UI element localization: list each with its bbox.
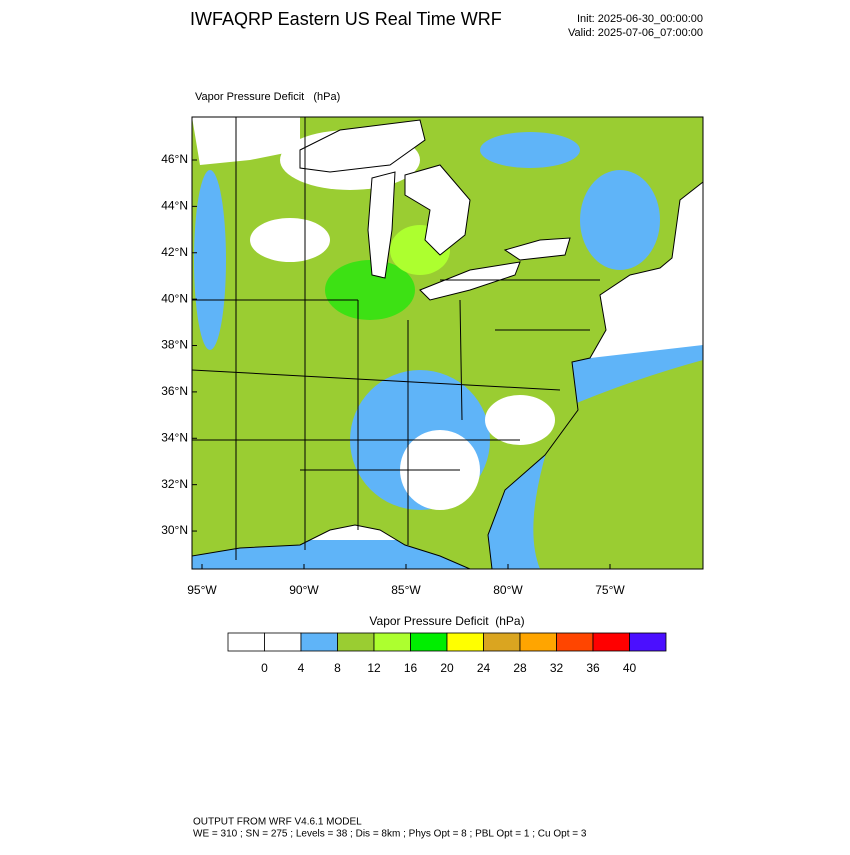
colorbar-box	[227, 632, 265, 652]
land-shade	[194, 170, 226, 350]
lat-tick-label: 38°N	[161, 338, 188, 352]
lake-erie	[419, 261, 521, 301]
land-shade	[325, 260, 415, 320]
lon-tick-label: 85°W	[391, 583, 421, 597]
valid-time: Valid: 2025-07-06_07:00:00	[568, 27, 703, 39]
colorbar-box	[592, 632, 630, 652]
land-shade	[480, 132, 580, 168]
lat-tick-label: 40°N	[161, 291, 188, 305]
colorbar-label: 20	[440, 661, 454, 675]
footer-line: OUTPUT FROM WRF V4.6.1 MODEL	[193, 817, 362, 828]
map	[192, 117, 703, 569]
lon-tick-label: 95°W	[187, 583, 217, 597]
field-label: Vapor Pressure Deficit (hPa)	[195, 91, 340, 103]
colorbar-label: 8	[334, 661, 341, 675]
colorbar-box	[483, 632, 521, 652]
lat-tick-label: 44°N	[161, 199, 188, 213]
lon-tick-label: 90°W	[289, 583, 319, 597]
lake-huron	[404, 164, 471, 256]
lon-tick-label: 80°W	[493, 583, 523, 597]
title: IWFAQRP Eastern US Real Time WRF	[190, 9, 502, 29]
lat-tick-label: 36°N	[161, 384, 188, 398]
lat-tick-label: 46°N	[161, 152, 188, 166]
state-borders	[192, 117, 600, 560]
colorbar-box	[264, 632, 302, 652]
colorbar-box	[446, 632, 484, 652]
colorbar-label: 32	[550, 661, 564, 675]
colorbar-box	[410, 632, 448, 652]
colorbar-label: 40	[623, 661, 637, 675]
colorbar-label: 28	[513, 661, 527, 675]
lon-tick-label: 75°W	[595, 583, 625, 597]
init-time: Init: 2025-06-30_00:00:00	[577, 13, 703, 25]
lat-tick-label: 30°N	[161, 523, 188, 537]
land-shade	[192, 117, 300, 165]
colorbar-box	[556, 632, 594, 652]
colorbar-label: 0	[261, 661, 268, 675]
colorbar-label: 12	[367, 661, 381, 675]
colorbar-box	[629, 632, 667, 652]
lake-michigan	[367, 171, 396, 279]
colorbar-box	[300, 632, 338, 652]
lat-tick-label: 42°N	[161, 245, 188, 259]
colorbar-label: 24	[477, 661, 491, 675]
colorbar-title: Vapor Pressure Deficit (hPa)	[369, 614, 524, 628]
land-shade	[580, 170, 660, 270]
footer-line: WE = 310 ; SN = 275 ; Levels = 38 ; Dis …	[193, 829, 587, 840]
land-shade	[250, 218, 330, 262]
map-frame	[191, 116, 704, 570]
colorbar-box	[337, 632, 375, 652]
lake-ontario	[503, 237, 571, 261]
colorbar-label: 16	[404, 661, 418, 675]
lat-tick-label: 32°N	[161, 477, 188, 491]
lat-tick-label: 34°N	[161, 430, 188, 444]
land-shade	[485, 395, 555, 445]
colorbar-label: 36	[586, 661, 600, 675]
colorbar-box	[519, 632, 557, 652]
colorbar-label: 4	[298, 661, 305, 675]
colorbar-box	[373, 632, 411, 652]
